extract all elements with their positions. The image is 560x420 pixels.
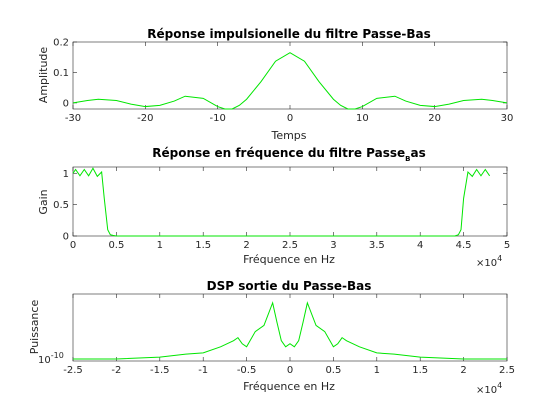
x-axis-ticks: -2.5 -2 -1.5 -1 -0.5 0 0.5 1 1.5 2 2.5 [63, 294, 515, 376]
y-axis-ticks: 00.51 [53, 169, 507, 243]
chart-title: Réponse en fréquence du filtre PasseBas [152, 146, 425, 163]
series-line [73, 301, 507, 360]
series-line [72, 52, 508, 110]
x-tick-label: -20 [137, 113, 153, 124]
x-axis-label: Fréquence en Hz [243, 380, 335, 393]
x-tick-label: 0 [287, 113, 293, 124]
y-axis-label: Puissance [28, 300, 41, 355]
y-tick-label: 0 [63, 98, 69, 109]
x-tick-label: 10 [356, 113, 369, 124]
x-tick-label: -0.5 [237, 365, 257, 376]
x-axis-label: Fréquence en Hz [243, 253, 335, 266]
subplot-power-spectral-density: DSP sortie du Passe-Bas -2.5 -2 -1.5 -1 -0.5… [28, 279, 515, 396]
x-tick-label: 0 [287, 365, 293, 376]
x-tick-label: 2.5 [282, 240, 298, 251]
x-tick-label: 3.5 [369, 240, 385, 251]
x-tick-label: -2 [111, 365, 121, 376]
x-tick-label: -30 [65, 113, 81, 124]
y-tick-label: 0.2 [53, 38, 69, 49]
x-tick-label: 2 [243, 240, 249, 251]
x-tick-label: 2.5 [499, 365, 515, 376]
x-tick-label: 5 [504, 240, 510, 251]
x-tick-label: 30 [501, 113, 514, 124]
x-tick-label: 0.5 [108, 240, 124, 251]
y-tick-label: 0.5 [53, 200, 69, 211]
chart-title: Réponse impulsionelle du filtre Passe-Ba… [147, 27, 430, 41]
series-line [72, 167, 491, 237]
x-tick-label: 3 [330, 240, 336, 251]
y-axis-label: Gain [37, 189, 50, 214]
y-axis-label: Amplitude [37, 47, 50, 104]
x-tick-label: 4.5 [456, 240, 472, 251]
x-tick-label: -1.5 [150, 365, 170, 376]
x-tick-label: 1.5 [412, 365, 428, 376]
x-tick-label: -10 [209, 113, 225, 124]
x-tick-label: 2 [460, 365, 466, 376]
chart-title-main: Réponse en fréquence du filtre Passe [152, 146, 405, 160]
x-axis-ticks: 0 0.5 1 1.5 2 2.5 3 3.5 4 4.5 5 [70, 167, 510, 251]
x-tick-label: 20 [428, 113, 441, 124]
x-tick-label: -1 [198, 365, 208, 376]
x-tick-label: 1.5 [195, 240, 211, 251]
y-tick-label: 0.1 [53, 68, 69, 79]
x-axis-label: Temps [270, 129, 306, 142]
subplot-impulse-response: Réponse impulsionelle du filtre Passe-Ba… [37, 27, 513, 142]
x-axis-exponent: ×104 [476, 381, 502, 396]
subplot-frequency-response: Réponse en fréquence du filtre PasseBas … [37, 146, 510, 269]
y-axis-ticks: 0 0.1 0.2 [53, 38, 507, 109]
chart-title-subscript: B [405, 155, 410, 163]
y-tick-label: 0 [63, 232, 69, 243]
chart-title-tail: as [410, 146, 425, 160]
x-tick-label: -2.5 [63, 365, 83, 376]
x-tick-label: 1 [157, 240, 163, 251]
x-tick-label: 4 [417, 240, 423, 251]
chart-title: DSP sortie du Passe-Bas [207, 279, 372, 293]
x-axis-exponent: ×104 [476, 254, 502, 269]
x-axis-ticks: -30 -20 -10 0 10 20 30 [65, 42, 514, 124]
x-tick-label: 0 [70, 240, 76, 251]
y-tick-label: 10-10 [38, 351, 64, 366]
y-tick-label: 1 [63, 169, 69, 180]
x-tick-label: 1 [374, 365, 380, 376]
x-tick-label: 0.5 [325, 365, 341, 376]
